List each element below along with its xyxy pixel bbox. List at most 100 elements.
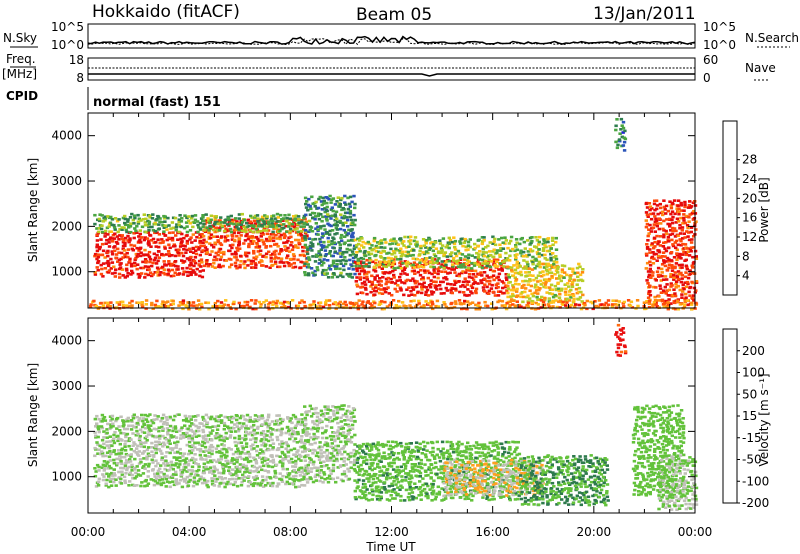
scatter-cell [187, 215, 191, 218]
scatter-cell [294, 417, 298, 421]
scatter-cell [489, 260, 494, 263]
scatter-cell [670, 221, 675, 225]
scatter-cell [549, 271, 554, 275]
scatter-cell [334, 267, 339, 270]
scatter-cell [101, 275, 105, 278]
scatter-cell [203, 226, 207, 229]
scatter-cell [490, 302, 494, 305]
scatter-cell [231, 243, 235, 247]
scatter-cell [134, 425, 138, 429]
scatter-cell [297, 221, 301, 224]
scatter-cell [260, 238, 264, 242]
scatter-cell [181, 302, 185, 305]
scatter-cell [111, 424, 115, 428]
scatter-cell [572, 297, 576, 301]
scatter-cell [191, 430, 195, 433]
scatter-cell [171, 307, 175, 310]
scatter-cell [482, 271, 487, 274]
scatter-cell [646, 270, 651, 273]
scatter-cell [399, 247, 403, 251]
scatter-cell [250, 235, 254, 238]
scatter-cell [355, 292, 360, 296]
scatter-cell [676, 243, 680, 247]
scatter-cell [432, 261, 436, 264]
scatter-cell [558, 292, 562, 296]
scatter-cell [534, 257, 538, 261]
scatter-cell [252, 428, 256, 432]
scatter-cell [447, 246, 451, 250]
scatter-cell [266, 425, 270, 429]
scatter-cell [198, 270, 202, 273]
scatter-cell [675, 252, 679, 255]
scatter-cell [578, 273, 583, 277]
scatter-cell [329, 438, 334, 441]
scatter-cell [99, 263, 103, 267]
scatter-cell [676, 284, 680, 288]
scatter-cell [579, 290, 583, 294]
scatter-cell [336, 421, 340, 425]
scatter-cell [271, 446, 275, 449]
scatter-cell [297, 218, 301, 221]
scatter-cell [253, 261, 257, 265]
scatter-cell [515, 248, 519, 252]
scatter-cell [442, 266, 446, 270]
scatter-cell [126, 460, 131, 464]
scatter-cell [511, 286, 516, 289]
scatter-cell [649, 217, 654, 221]
scatter-cell [549, 264, 553, 267]
scatter-cell [267, 465, 271, 468]
scatter-cell [160, 425, 164, 429]
scatter-cell [689, 230, 693, 234]
scatter-cell [419, 246, 423, 250]
scatter-cell [492, 240, 496, 243]
scatter-cell [393, 282, 398, 285]
scatter-cell [288, 231, 292, 235]
scatter-cell [209, 415, 214, 419]
scatter-cell [100, 451, 105, 455]
scatter-cell [457, 272, 461, 276]
scatter-cell [560, 268, 565, 271]
scatter-cell [221, 466, 226, 470]
scatter-cell [234, 307, 238, 311]
scatter-cell [326, 418, 330, 421]
scatter-cell [300, 229, 304, 233]
scatter-cell [154, 440, 158, 444]
scatter-cell [530, 240, 534, 243]
scatter-cell [157, 233, 162, 236]
scatter-cell [327, 451, 332, 455]
scatter-cell [371, 287, 375, 290]
scatter-cell [325, 454, 329, 458]
scatter-cell [294, 462, 298, 466]
scatter-cell [235, 246, 239, 250]
scatter-cell [185, 239, 190, 243]
scatter-cell [350, 250, 355, 253]
scatter-cell [394, 247, 398, 251]
scatter-cell [314, 215, 318, 218]
scatter-cell [302, 228, 306, 231]
scatter-cell [299, 260, 303, 264]
scatter-cell [167, 429, 171, 432]
scatter-cell [254, 474, 259, 478]
scatter-cell [492, 258, 497, 261]
scatter-cell [142, 441, 146, 445]
scatter-cell [135, 246, 139, 250]
scatter-cell [644, 225, 649, 229]
scatter-cell [253, 440, 258, 444]
scatter-cell [181, 299, 186, 302]
scatter-cell [431, 245, 435, 248]
scatter-cell [249, 259, 254, 263]
scatter-cell [321, 305, 326, 309]
scatter-cell [289, 235, 293, 239]
scatter-cell [103, 267, 108, 270]
scatter-cell [215, 305, 219, 308]
scatter-cell [331, 197, 336, 200]
scatter-cell [662, 205, 667, 209]
scatter-cell [212, 465, 216, 468]
scatter-cell [208, 242, 212, 245]
scatter-cell [223, 485, 227, 489]
scatter-cell [461, 284, 465, 287]
scatter-cell [402, 268, 407, 271]
scatter-cell [681, 290, 685, 293]
scatter-cell [103, 419, 108, 422]
scatter-cell [121, 303, 125, 307]
